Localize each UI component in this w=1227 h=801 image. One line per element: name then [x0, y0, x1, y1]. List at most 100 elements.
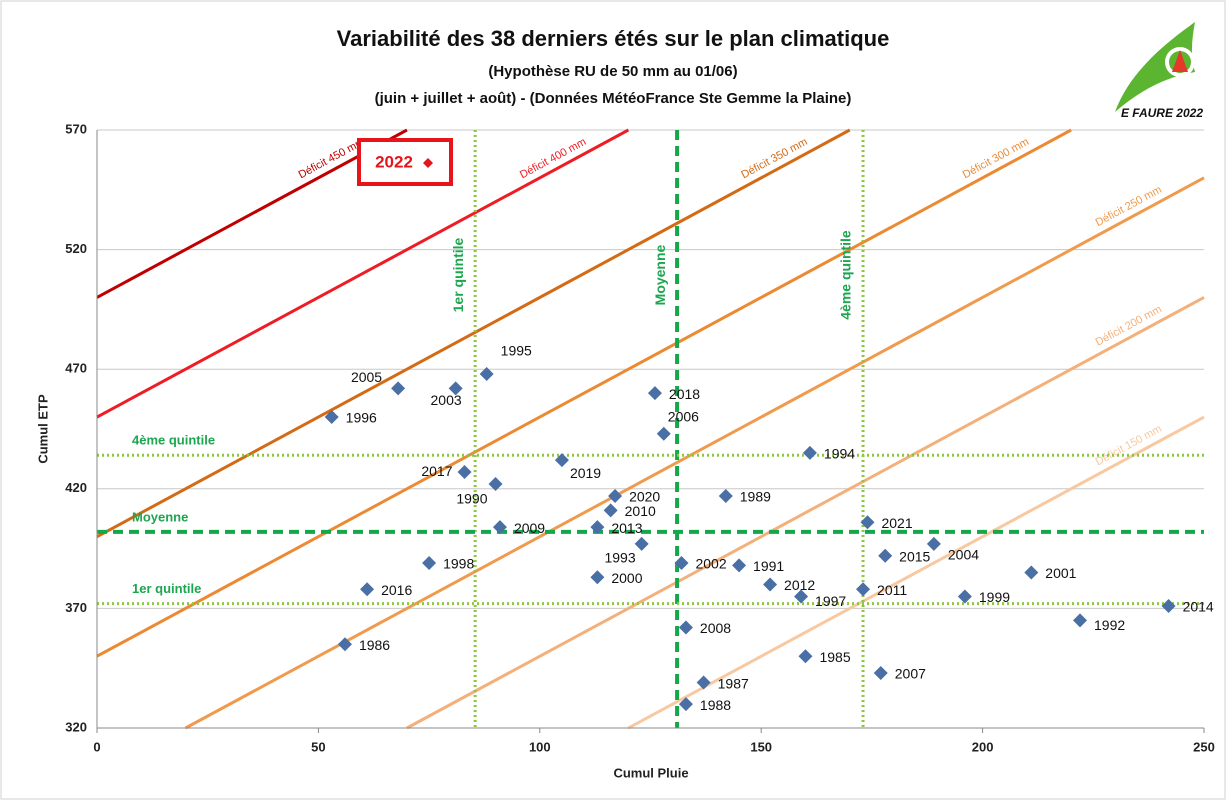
y-tick-label: 520 — [65, 241, 87, 256]
point-label: 2016 — [381, 582, 412, 598]
chart-subtitle: (Hypothèse RU de 50 mm au 01/06) — [488, 63, 737, 80]
reference-label: Moyenne — [132, 509, 188, 524]
point — [391, 381, 406, 396]
point — [1161, 599, 1176, 614]
point — [590, 570, 605, 585]
reference-lines: 1er quintile Moyenne 4ème quintile 4ème qui… — [97, 130, 1204, 728]
x-tick-label: 0 — [93, 739, 100, 754]
point — [479, 366, 494, 381]
x-tick-label: 50 — [311, 739, 325, 754]
point-label: 2014 — [1183, 599, 1214, 615]
point-label: 1997 — [815, 593, 846, 609]
deficit-line — [96, 128, 1072, 658]
point — [873, 665, 888, 680]
point — [422, 555, 437, 570]
point-label: 1998 — [443, 556, 474, 572]
point — [856, 582, 871, 597]
point-label: 1995 — [501, 343, 532, 359]
deficit-line — [96, 128, 408, 299]
y-tick-label: 420 — [65, 480, 87, 495]
point-label: 2010 — [625, 503, 656, 519]
point-label: 2000 — [611, 570, 642, 586]
point — [324, 410, 339, 425]
point-label: 1993 — [604, 550, 635, 566]
point-label: 1988 — [700, 697, 731, 713]
deficit-line — [96, 128, 630, 419]
point — [696, 675, 711, 690]
point — [794, 589, 809, 604]
point — [634, 536, 649, 551]
point-label: 2011 — [877, 582, 907, 598]
deficit-line — [406, 296, 1205, 730]
x-tick-label: 100 — [529, 739, 551, 754]
point — [448, 381, 463, 396]
x-axis-label: Cumul Pluie — [613, 765, 688, 780]
point — [732, 558, 747, 573]
point — [718, 488, 733, 503]
reference-label: Moyenne — [652, 244, 668, 305]
chart-subtitle: (juin + juillet + août) - (Données Météo… — [375, 90, 852, 107]
reference-label: 4ème quintile — [838, 230, 854, 320]
point-label: 2004 — [948, 547, 979, 563]
point-label: 2002 — [695, 556, 726, 572]
point-label: 2018 — [669, 386, 700, 402]
point-label: 1996 — [346, 410, 377, 426]
point — [798, 649, 813, 664]
point-label: 2013 — [611, 520, 642, 536]
annotation-box: 2022 — [357, 138, 453, 186]
point-label: 1987 — [718, 675, 749, 691]
deficit-line — [184, 176, 1205, 730]
point-label: 1986 — [359, 637, 390, 653]
point-label: 2009 — [514, 520, 545, 536]
point-label: 2012 — [784, 577, 815, 593]
point — [1073, 613, 1088, 628]
point-label: 1985 — [819, 649, 850, 665]
point-label: 2020 — [629, 489, 660, 505]
x-tick-label: 200 — [972, 739, 994, 754]
point-label: 1994 — [824, 446, 855, 462]
point-label: 1989 — [740, 489, 771, 505]
point-label: 2007 — [895, 666, 926, 682]
x-tick-label: 250 — [1193, 739, 1215, 754]
point — [656, 426, 671, 441]
point — [957, 589, 972, 604]
point — [802, 445, 817, 460]
point — [608, 488, 623, 503]
point — [678, 697, 693, 712]
point-label: 2015 — [899, 548, 930, 564]
y-tick-label: 570 — [65, 121, 87, 136]
point-label: 2019 — [570, 465, 601, 481]
point — [488, 477, 503, 492]
author: E FAURE 2022 — [1121, 106, 1203, 120]
x-tick-label: 150 — [750, 739, 772, 754]
point-label: 2008 — [700, 620, 731, 636]
axes: 320 370 420 470 520 570 0 50 100 150 200 250 — [65, 121, 1215, 754]
point-label: 2017 — [421, 463, 452, 479]
point — [590, 520, 605, 535]
chart-title: Variabilité des 38 derniers étés sur le … — [337, 26, 890, 51]
point — [678, 620, 693, 635]
reference-label: 4ème quintile — [132, 433, 215, 448]
point — [603, 503, 618, 518]
point — [763, 577, 778, 592]
y-axis-label: Cumul ETP — [35, 394, 50, 464]
logo — [1115, 22, 1195, 112]
point — [647, 386, 662, 401]
point — [457, 465, 472, 480]
reference-label: 1er quintile — [132, 581, 201, 596]
point — [878, 548, 893, 563]
annotation-frame — [357, 138, 453, 186]
point-label: 2001 — [1045, 565, 1076, 581]
point-label: 1990 — [456, 491, 487, 507]
point — [554, 453, 569, 468]
point — [674, 555, 689, 570]
point-label: 1999 — [979, 589, 1010, 605]
annotation: 2022 — [375, 152, 413, 171]
point-label: 2005 — [351, 369, 382, 385]
point-label: 2021 — [881, 515, 912, 531]
y-tick-label: 320 — [65, 719, 87, 734]
reference-label: 1er quintile — [450, 237, 466, 312]
point — [360, 582, 375, 597]
